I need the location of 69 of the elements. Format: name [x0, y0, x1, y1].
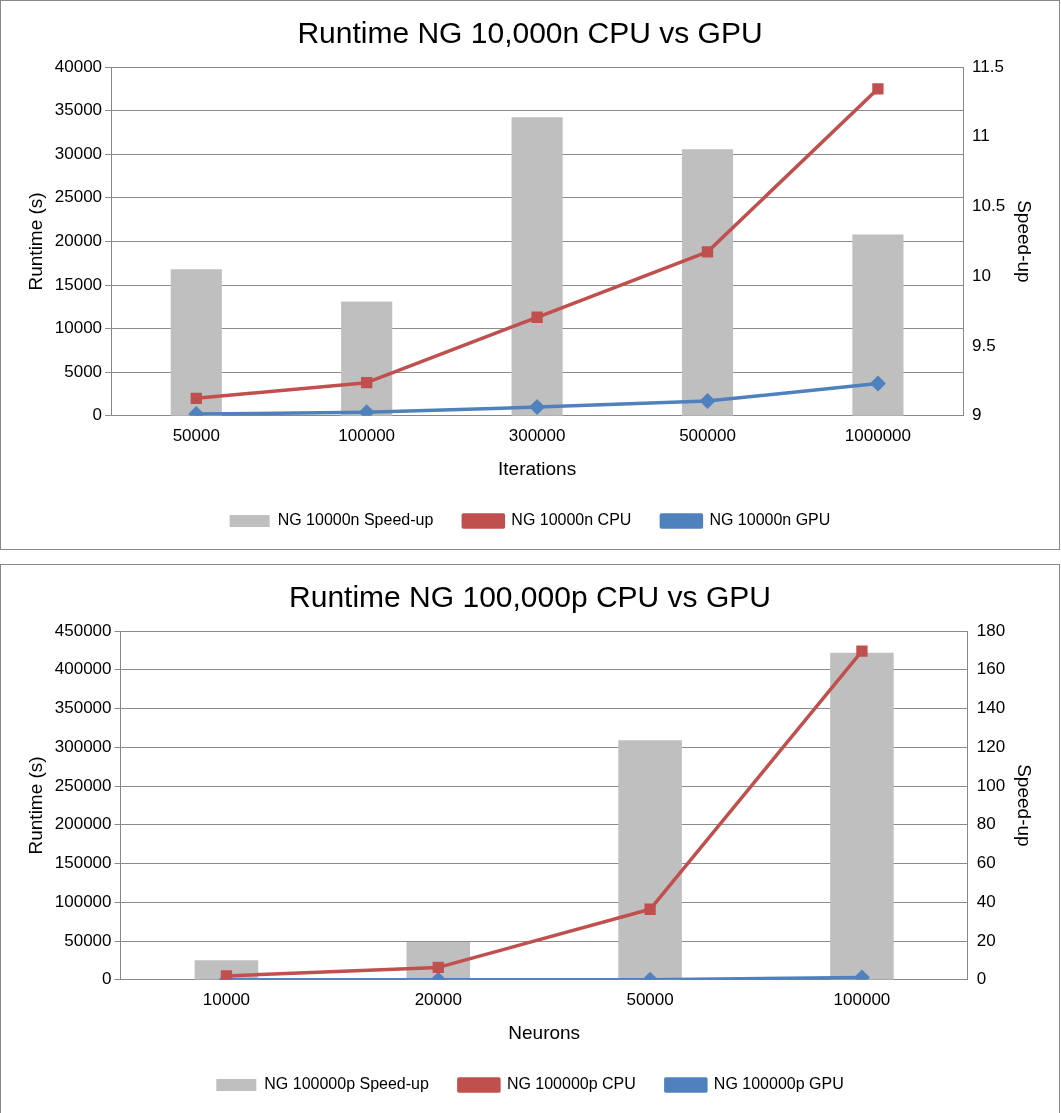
- y2-tick-label: 120: [976, 736, 1006, 756]
- y-tick-label: 30000: [54, 143, 103, 163]
- y-tick-label: 40000: [54, 56, 103, 76]
- y-tick-label: 450000: [54, 620, 112, 640]
- x-axis-title: Neurons: [508, 1021, 581, 1043]
- y-tick-label: 200000: [54, 814, 112, 834]
- x-tick-label: 1000000: [844, 425, 911, 445]
- y-tick-label: 15000: [54, 274, 103, 294]
- y2-tick-label: 20: [976, 930, 996, 950]
- point: [701, 246, 714, 258]
- legend-label: NG 100000p GPU: [713, 1075, 844, 1093]
- x-tick-label: 10000: [202, 989, 251, 1009]
- y2-tick-label: 140: [976, 698, 1006, 718]
- x-tick-label: 100000: [833, 989, 891, 1009]
- legend-label: NG 10000n CPU: [511, 511, 632, 529]
- y-tick-label: 150000: [54, 853, 112, 873]
- point: [190, 392, 202, 405]
- y-tick-label: 20000: [54, 231, 103, 251]
- y-tick-label: 0: [92, 405, 103, 425]
- y-axis-title: Runtime (s): [24, 756, 46, 855]
- y2-tick-label: 11.5: [972, 56, 1004, 76]
- y-tick-label: 50000: [64, 930, 112, 950]
- legend-label: NG 10000n GPU: [709, 511, 831, 529]
- y2-tick-label: 80: [976, 814, 996, 834]
- y2-tick-label: 100: [976, 775, 1006, 795]
- point: [531, 311, 543, 323]
- y2-axis-title: Speed-up: [1014, 200, 1036, 283]
- y-tick-label: 250000: [54, 775, 112, 795]
- y2-tick-label: 160: [976, 659, 1006, 679]
- chart-title: Runtime NG 10,000n CPU vs GPU: [297, 16, 763, 50]
- y2-tick-label: 9.5: [972, 335, 996, 355]
- y2-tick-label: 10: [972, 265, 992, 285]
- x-tick-label: 20000: [414, 989, 462, 1009]
- legend-label: NG 100000p Speed-up: [264, 1075, 429, 1093]
- point: [529, 399, 546, 416]
- bar: [830, 652, 894, 980]
- bar: [618, 740, 682, 980]
- y-tick-label: 300000: [54, 736, 112, 756]
- legend-label: NG 100000p CPU: [506, 1075, 636, 1093]
- point: [872, 83, 884, 95]
- legend-label: NG 10000n Speed-up: [277, 511, 434, 529]
- y-tick-label: 5000: [64, 361, 103, 381]
- point: [856, 645, 868, 657]
- y2-tick-label: 60: [976, 853, 996, 873]
- point: [869, 375, 886, 392]
- x-tick-label: 300000: [508, 425, 566, 445]
- y2-axis-title: Speed-up: [1014, 764, 1036, 847]
- y2-tick-label: 180: [976, 620, 1006, 640]
- y-tick-label: 0: [102, 969, 112, 989]
- y-tick-label: 100000: [54, 891, 112, 911]
- x-tick-label: 50000: [626, 989, 674, 1009]
- y2-tick-label: 40: [976, 891, 996, 911]
- y-tick-label: 35000: [54, 100, 103, 120]
- x-axis-title: Iterations: [498, 457, 577, 479]
- y-tick-label: 400000: [54, 659, 112, 679]
- x-tick-label: 100000: [338, 425, 396, 445]
- x-tick-label: 500000: [679, 425, 736, 445]
- y2-tick-label: 10.5: [972, 196, 1006, 216]
- y2-tick-label: 9: [972, 405, 982, 425]
- y-tick-label: 10000: [54, 318, 103, 338]
- point: [361, 377, 373, 389]
- y2-tick-label: 0: [976, 969, 987, 989]
- point: [699, 392, 716, 409]
- chart-title: Runtime NG 100,000p CPU vs GPU: [289, 580, 771, 614]
- y-tick-label: 25000: [54, 187, 103, 207]
- x-tick-label: 50000: [172, 425, 220, 445]
- y-axis-title: Runtime (s): [24, 192, 46, 291]
- y2-tick-label: 11: [972, 126, 990, 146]
- y-tick-label: 350000: [54, 698, 112, 718]
